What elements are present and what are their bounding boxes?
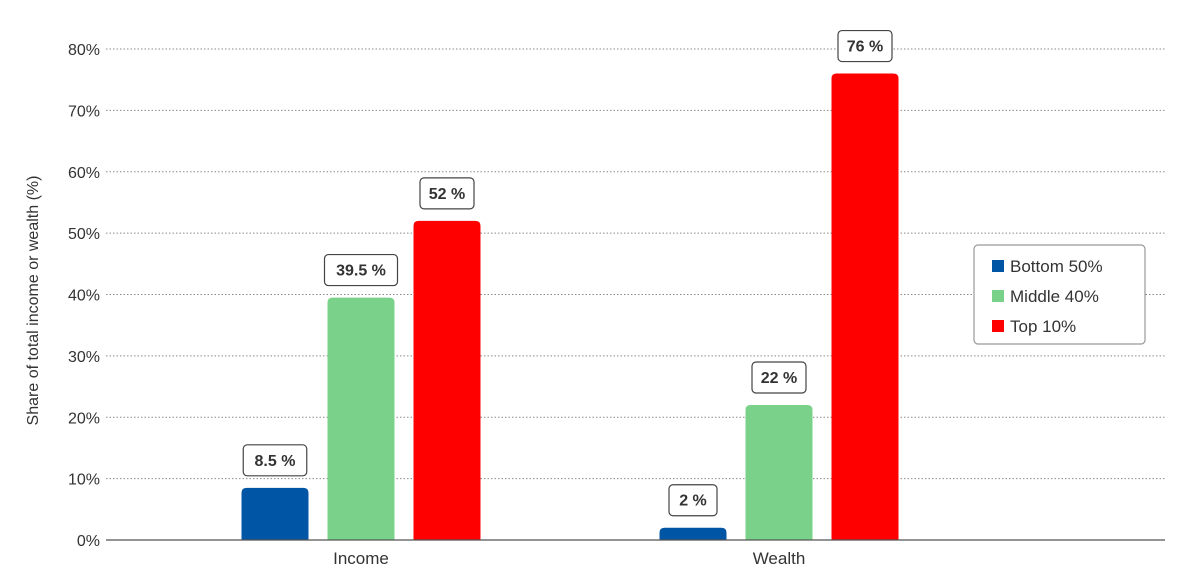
legend-label: Top 10%: [1010, 317, 1076, 336]
legend-label: Middle 40%: [1010, 287, 1099, 306]
x-axis-categories: Income Wealth: [333, 549, 805, 568]
y-tick-label: 20%: [68, 410, 100, 427]
gridlines: [106, 48, 1165, 480]
data-label-box: [323, 253, 399, 287]
data-labels: 8.5 % 39.5 % 52 % 2 % 22 % 76 %: [242, 29, 893, 517]
data-label: 2 %: [668, 484, 718, 517]
x-category-label: Income: [333, 549, 389, 568]
data-label-box: [751, 361, 807, 394]
data-label-text: 8.5 %: [255, 453, 296, 470]
legend-label: Bottom 50%: [1010, 257, 1103, 276]
data-label-text: 76 %: [847, 39, 883, 56]
data-label-text: 22 %: [761, 370, 797, 387]
x-category-label: Wealth: [753, 549, 806, 568]
data-label-text: 52 %: [429, 186, 465, 203]
legend: Bottom 50% Middle 40% Top 10%: [973, 244, 1146, 345]
bar: [745, 404, 813, 540]
data-label: 76 %: [837, 29, 893, 63]
data-label-box: [668, 484, 718, 517]
y-tick-label: 80%: [68, 42, 100, 59]
y-axis-ticks: 0% 10% 20% 30% 40% 50% 60% 70% 80%: [68, 42, 100, 550]
legend-item: Middle 40%: [992, 287, 1099, 306]
y-axis-label: Share of total income or wealth (%): [25, 176, 42, 426]
data-label-text: 2 %: [679, 493, 707, 510]
legend-swatch: [992, 320, 1004, 332]
bar: [413, 220, 481, 540]
data-label: 8.5 %: [242, 444, 308, 477]
data-label-box: [419, 177, 475, 210]
bar: [327, 297, 395, 540]
legend-swatch: [992, 290, 1004, 302]
legend-item: Top 10%: [992, 317, 1076, 336]
y-tick-label: 50%: [68, 226, 100, 243]
y-tick-label: 40%: [68, 288, 100, 305]
data-label: 22 %: [751, 361, 807, 394]
data-label-box: [242, 444, 308, 477]
bar: [659, 527, 727, 540]
legend-box: [973, 244, 1146, 345]
y-tick-label: 70%: [68, 103, 100, 120]
data-label: 39.5 %: [323, 253, 399, 287]
bar: [831, 73, 899, 541]
bar: [241, 487, 309, 540]
y-tick-label: 30%: [68, 349, 100, 366]
legend-swatch: [992, 260, 1004, 272]
y-tick-label: 0%: [77, 533, 100, 550]
legend-item: Bottom 50%: [992, 257, 1103, 276]
data-label-text: 39.5 %: [336, 263, 386, 280]
data-label-box: [837, 29, 893, 63]
data-label: 52 %: [419, 177, 475, 210]
y-tick-label: 10%: [68, 472, 100, 489]
y-tick-label: 60%: [68, 165, 100, 182]
bars: [241, 73, 899, 541]
